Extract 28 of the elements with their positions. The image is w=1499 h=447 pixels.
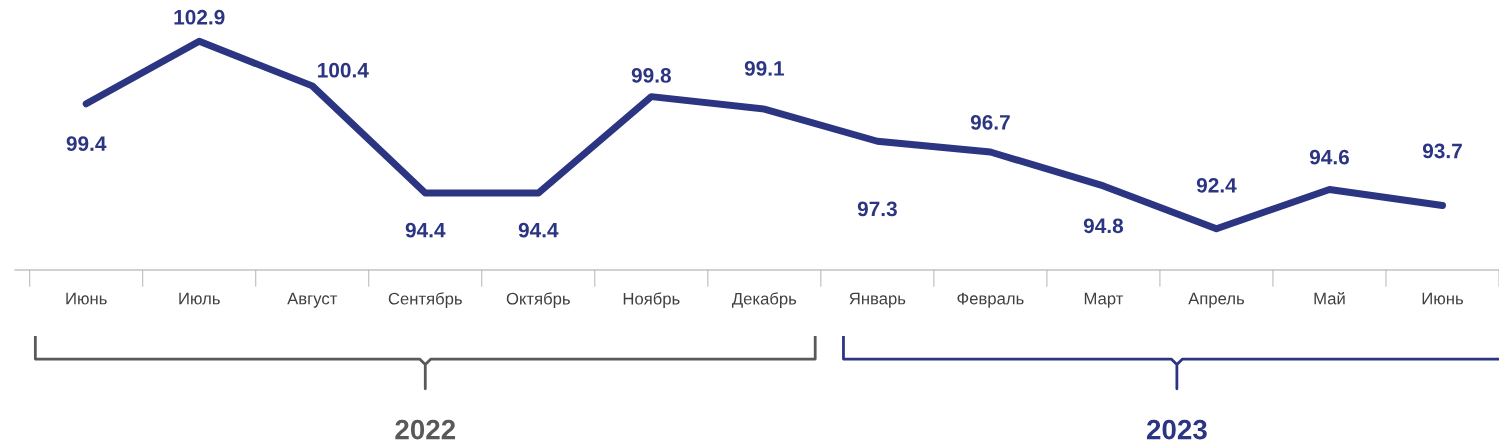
text: 2023 — [1146, 419, 1207, 440]
data-label: 96.7 — [970, 115, 1010, 130]
data-label: 94.8 — [1083, 218, 1124, 234]
x-tick-label: Май — [1314, 291, 1345, 305]
data-label: 99.1 — [744, 61, 785, 76]
text: 2022 — [395, 419, 456, 440]
data-label: 94.6 — [1309, 149, 1349, 165]
data-label: 97.3 — [857, 201, 897, 217]
data-label: 93.7 — [1422, 143, 1462, 159]
data-label: 92.4 — [1196, 177, 1237, 193]
x-tick-label: Ноябрь — [623, 292, 680, 308]
x-tick-label: Июль — [179, 292, 220, 305]
x-tick-label: Октябрь — [506, 292, 570, 308]
data-label: 99.4 — [66, 136, 107, 152]
data-label: 94.4 — [405, 222, 446, 238]
x-tick-label: Апрель — [1188, 292, 1245, 308]
x-tick-label: Февраль — [957, 292, 1024, 308]
x-tick-label: Декабрь — [731, 292, 797, 308]
x-tick-label: Июнь — [1422, 292, 1463, 305]
x-tick-label: Август — [287, 292, 338, 308]
x-tick-label: Март — [1084, 292, 1124, 308]
x-tick-label: Сентябрь — [388, 292, 462, 308]
data-label: 102.9 — [174, 9, 225, 25]
data-label: 99.8 — [631, 68, 671, 83]
data-label: 100.4 — [318, 62, 369, 78]
data-label: 94.4 — [518, 222, 559, 238]
x-tick-label: Июнь — [66, 292, 107, 305]
x-tick-label: Январь — [849, 292, 906, 308]
